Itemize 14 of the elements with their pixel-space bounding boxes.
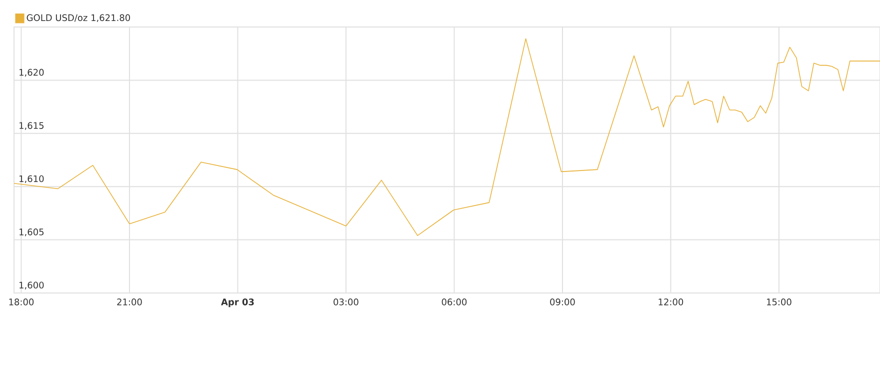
y-tick-label: 1,600 [20,282,44,290]
x-tick-label: 03:00 [334,298,358,306]
y-tick-label: 1,605 [20,228,44,236]
x-tick-label: Apr 03 [221,298,254,308]
x-tick-label: 12:00 [658,298,684,306]
x-tick-label: 21:00 [117,298,142,306]
legend-label: GOLD USD/oz 1,621.80 [26,14,130,22]
y-tick-label: 1,615 [20,122,44,130]
x-tick-label: 09:00 [550,298,575,306]
y-tick-label: 1,610 [20,175,44,184]
y-tick-label: 1,620 [20,68,44,77]
x-tick-label: 18:00 [9,298,34,306]
x-tick-label: 06:00 [442,298,467,306]
x-tick-label: 15:00 [766,298,792,306]
